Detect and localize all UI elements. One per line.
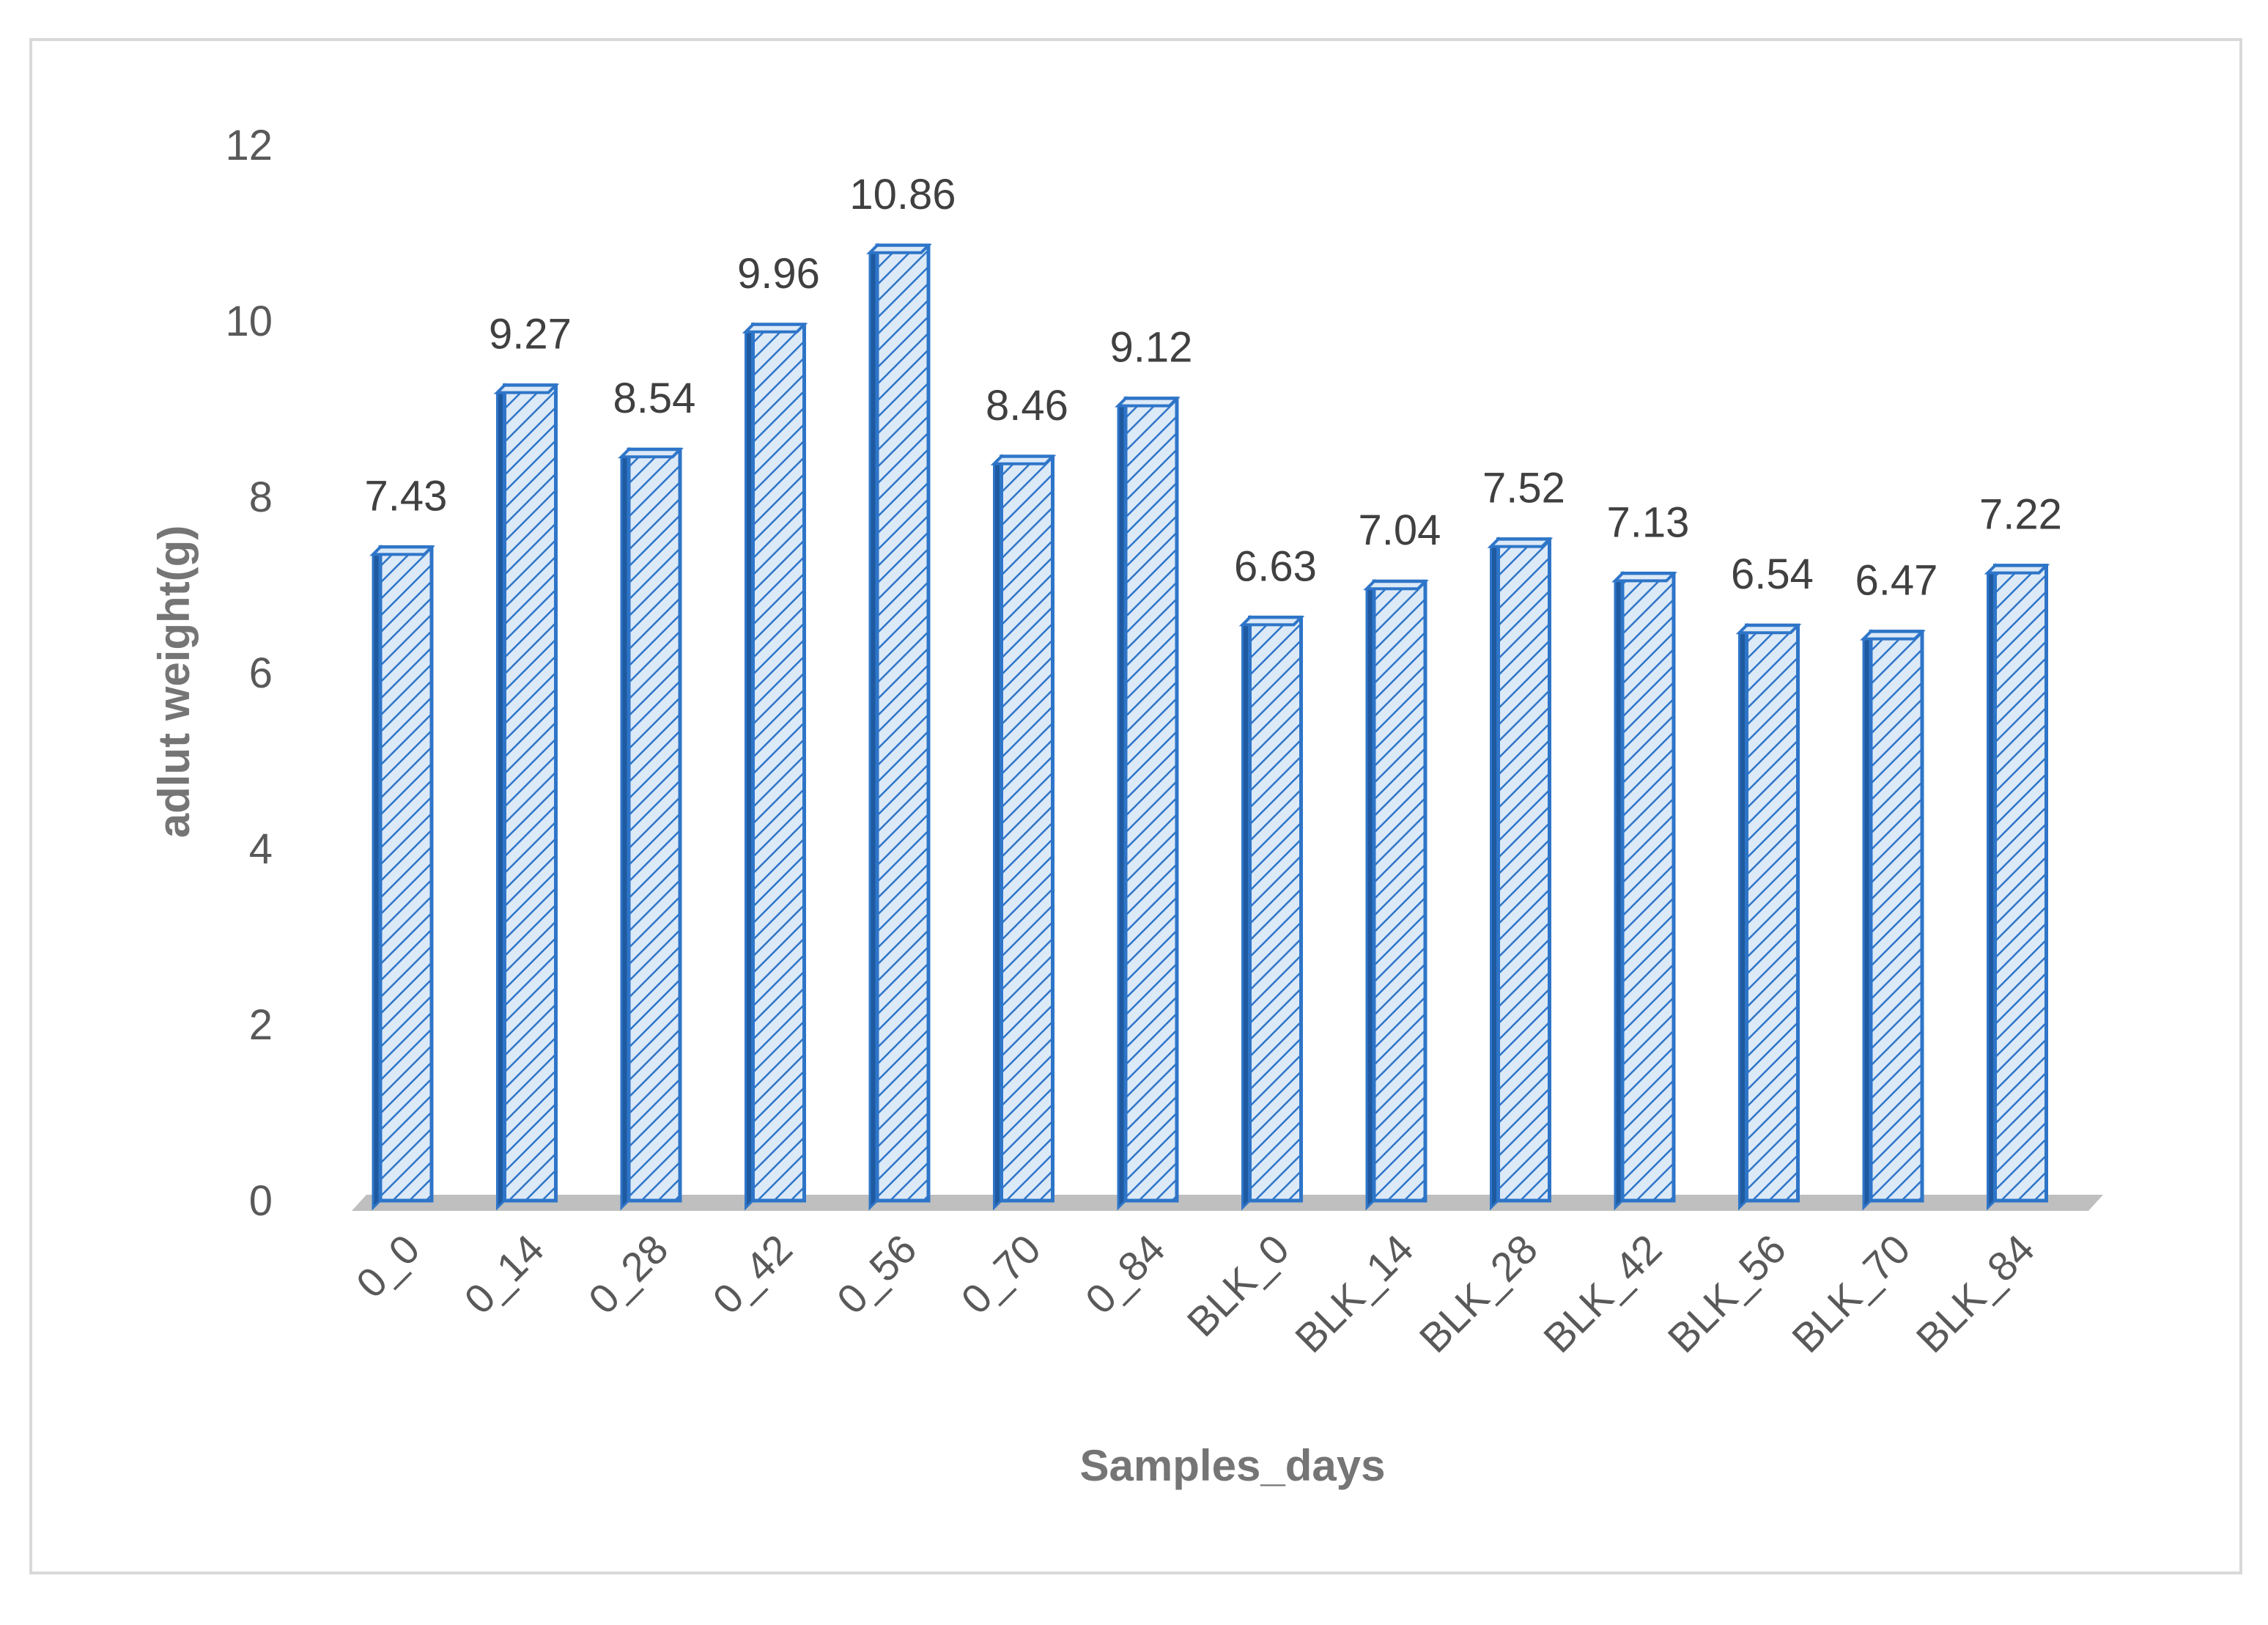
category-labels: 0_0 0_14 0_28 0_42 0_56 0_70 0_84 BLK_0BLK_14BL… [347,1226,2043,1361]
bar [1611,570,1677,1211]
data-label: 8.46 [986,382,1068,430]
x-tick-label: BLK_56 [1659,1226,1795,1361]
chart-floor [352,1195,2103,1211]
x-tick-label: BLK_42 [1534,1226,1670,1361]
data-label: 7.13 [1607,498,1690,546]
y-tick-label: 12 [225,122,273,169]
y-tick-label: 2 [249,1001,273,1049]
data-label: 6.54 [1731,550,1814,598]
bar [618,446,684,1211]
data-label: 6.47 [1855,557,1938,605]
bar [1735,622,1802,1211]
x-tick-label: 0_84 [1076,1226,1174,1323]
data-label: 6.63 [1234,542,1317,590]
x-tick-label: 0_42 [703,1226,801,1323]
x-tick-label: BLK_70 [1783,1226,1918,1361]
y-tick-label: 8 [249,474,273,521]
data-label: 9.27 [489,311,572,358]
data-label: 7.22 [1979,491,2062,539]
bar [1984,562,2050,1211]
bar [866,243,932,1211]
y-tick-label: 6 [249,649,273,697]
x-tick-label: 0_28 [580,1226,677,1323]
x-tick-label: 0_56 [828,1226,926,1323]
data-label: 10.86 [849,171,956,218]
x-tick-label: BLK_0 [1178,1226,1298,1345]
data-label: 8.54 [613,375,696,422]
bar [1238,614,1305,1211]
data-label: 7.52 [1482,465,1565,512]
bar [1115,395,1181,1211]
x-axis-title: Samples_days [1080,1441,1386,1490]
x-tick-label: 0_0 [347,1226,429,1307]
data-label: 9.12 [1110,324,1193,372]
bar [1363,578,1429,1211]
x-tick-label: BLK_14 [1286,1226,1422,1361]
x-tick-label: BLK_84 [1907,1226,2043,1361]
y-tick-label: 0 [249,1177,273,1225]
y-axis-title: adlut weight(g) [149,526,199,839]
bar [369,544,435,1211]
y-tick-label: 10 [225,298,273,345]
x-tick-label: 0_70 [952,1226,1049,1323]
x-tick-label: 0_14 [455,1226,553,1323]
data-labels: 7.43 9.27 8.54 9.96 10.86 8.46 9.12 6.63 7.04 7.5… [365,171,2062,605]
bar [742,322,808,1211]
y-axis-ticks: 0 2 4 6 8 10 12 [225,122,273,1225]
bar [1487,536,1554,1211]
data-label: 7.43 [365,472,448,520]
y-tick-label: 4 [249,825,273,873]
bar [1860,628,1926,1211]
data-label: 9.96 [737,250,820,298]
bars [369,243,2050,1211]
bar [990,454,1057,1211]
bar [493,382,560,1211]
x-tick-label: BLK_28 [1411,1226,1546,1361]
data-label: 7.04 [1359,506,1441,554]
